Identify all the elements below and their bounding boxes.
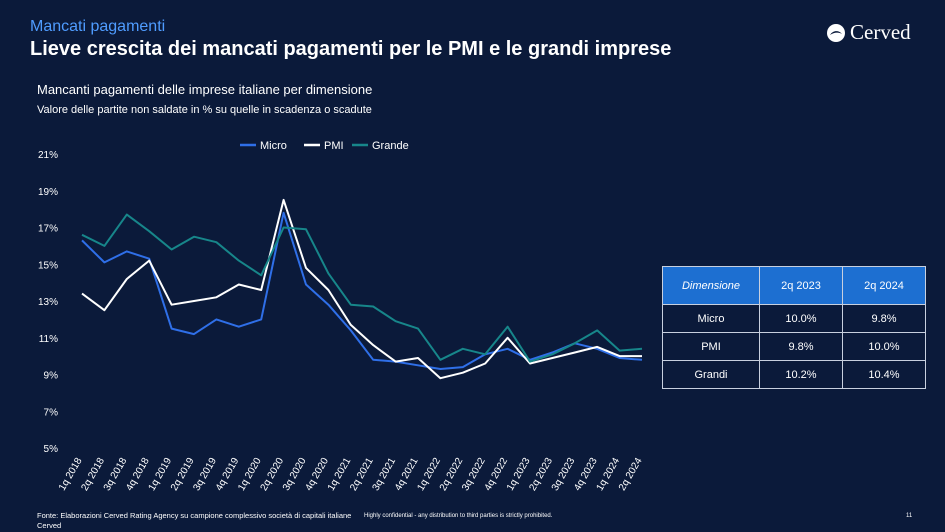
table-header-cell: Dimensione — [662, 266, 760, 305]
cerved-logo: Cerved — [826, 20, 911, 45]
series-line-pmi — [81, 198, 642, 380]
y-tick-label: 7% — [44, 407, 59, 418]
logo-text: Cerved — [850, 20, 911, 44]
page-title: Lieve crescita dei mancati pagamenti per… — [30, 38, 672, 60]
table-header-cell: 2q 2023 — [759, 266, 843, 305]
table-cell: Micro — [662, 304, 760, 333]
chart-legend: Micro PMI Grande — [240, 140, 409, 152]
footer-source: Fonte: Elaborazioni Cerved Rating Agency… — [37, 511, 352, 530]
y-tick-label: 9% — [44, 371, 59, 382]
table-cell: 9.8% — [842, 304, 926, 333]
comparison-table: Dimensione 2q 2023 2q 2024 Micro 10.0% 9… — [662, 266, 926, 389]
y-tick-label: 11% — [39, 334, 58, 345]
y-axis: 5% 7% 9% 11% 13% 15% 17% 19% 21% — [38, 150, 58, 455]
table-row: Grandi 10.2% 10.4% — [662, 360, 926, 389]
y-tick-label: 19% — [38, 187, 58, 198]
chart-series — [81, 198, 643, 380]
y-tick-label: 17% — [38, 224, 58, 235]
y-tick-label: 15% — [38, 260, 58, 271]
y-tick-label: 21% — [38, 150, 58, 161]
section-label: Mancati pagamenti — [30, 18, 166, 35]
cerved-logo-icon — [827, 23, 845, 42]
legend-label: Grande — [372, 140, 409, 152]
table-header-cell: 2q 2024 — [842, 266, 926, 305]
chart-subtitle: Valore delle partite non saldate in % su… — [37, 104, 372, 116]
page-number: 11 — [906, 513, 913, 519]
legend-label: PMI — [324, 140, 344, 152]
series-line-grande — [81, 213, 643, 363]
table-header-row: Dimensione 2q 2023 2q 2024 — [662, 266, 926, 305]
table-row: PMI 9.8% 10.0% — [662, 332, 926, 361]
y-tick-label: 13% — [38, 297, 58, 308]
footer-confidential: Highly confidential - any distribution t… — [364, 513, 553, 519]
y-tick-label: 5% — [44, 444, 59, 455]
chart-title: Mancanti pagamenti delle imprese italian… — [37, 82, 373, 97]
legend-label: Micro — [260, 140, 287, 152]
table-cell: PMI — [662, 332, 760, 361]
table-cell: 9.8% — [759, 332, 843, 361]
table-cell: 10.4% — [842, 360, 926, 389]
table-cell: Grandi — [662, 360, 760, 389]
table-cell: 10.0% — [842, 332, 926, 361]
table-cell: 10.0% — [759, 304, 843, 333]
table-row: Micro 10.0% 9.8% — [662, 304, 926, 333]
series-line-micro — [81, 211, 643, 370]
table-cell: 10.2% — [759, 360, 843, 389]
